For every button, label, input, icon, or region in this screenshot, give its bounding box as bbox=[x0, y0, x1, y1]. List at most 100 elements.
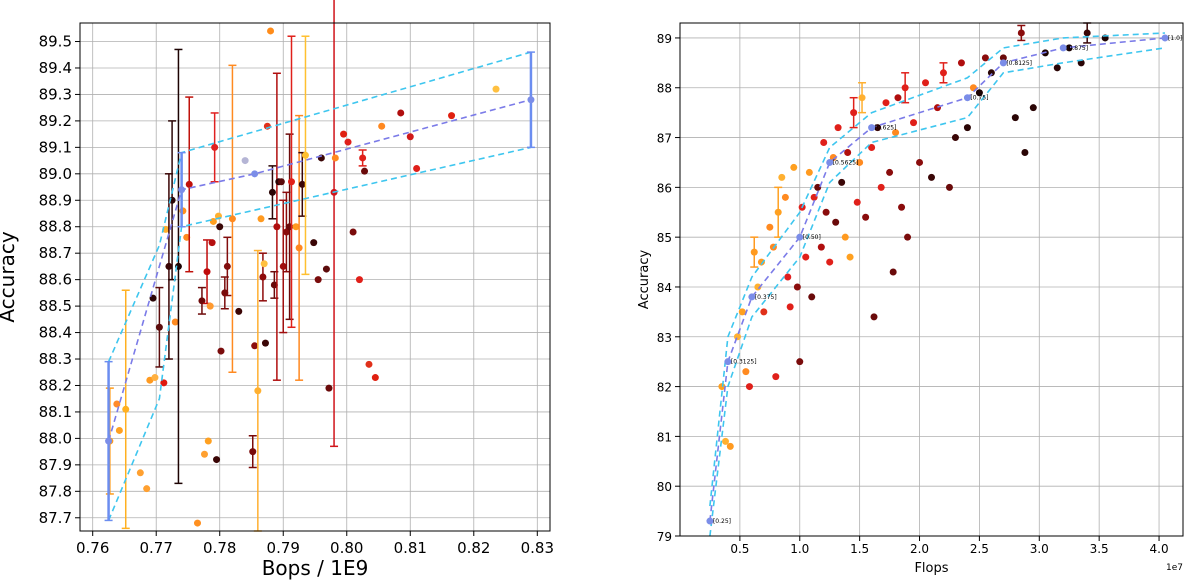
data-point bbox=[745, 383, 753, 391]
data-point bbox=[928, 173, 935, 181]
front-point bbox=[178, 186, 186, 194]
data-point bbox=[165, 262, 173, 270]
data-point bbox=[754, 283, 762, 291]
data-point bbox=[241, 157, 249, 165]
data-point bbox=[898, 203, 906, 211]
data-point bbox=[295, 244, 303, 252]
front-point-label: [0.50] bbox=[803, 234, 821, 241]
y-tick-label: 88.7 bbox=[39, 244, 72, 262]
data-point bbox=[223, 262, 231, 270]
data-point bbox=[1053, 64, 1061, 72]
y-tick-label: 88.2 bbox=[39, 376, 72, 394]
plot-frame bbox=[79, 22, 551, 532]
front-point-label: [0.5625] bbox=[833, 159, 859, 166]
data-point bbox=[228, 215, 236, 223]
data-point bbox=[999, 54, 1007, 62]
data-point bbox=[322, 265, 330, 273]
y-tick-label: 87.8 bbox=[39, 482, 72, 500]
y-tick-label: 89.2 bbox=[39, 112, 72, 130]
data-point bbox=[406, 133, 414, 141]
front-point bbox=[796, 233, 804, 241]
x-tick-label: 0.77 bbox=[140, 539, 173, 557]
right-scatter-plot: 0.5 1.0 1.5 2.0 2.5 3.0 3.5 4.0 79 80 81 82 83 84 85 86… bbox=[637, 22, 1184, 576]
data-point bbox=[198, 297, 206, 305]
data-point bbox=[171, 318, 179, 326]
data-point bbox=[892, 129, 900, 137]
y-tick-label: 86 bbox=[657, 181, 672, 195]
data-point bbox=[270, 281, 278, 289]
y-tick-label: 82 bbox=[657, 381, 672, 395]
x-tick-label: 0.82 bbox=[457, 539, 490, 557]
data-point bbox=[378, 122, 386, 130]
front-upper-line bbox=[107, 51, 532, 363]
front-point-label: [0.3125] bbox=[731, 359, 757, 366]
front-point bbox=[748, 293, 756, 301]
plot-frame bbox=[679, 22, 1184, 537]
data-point bbox=[288, 178, 295, 186]
y-tick-label: 88.3 bbox=[39, 350, 72, 368]
data-point bbox=[448, 112, 456, 120]
y-tick-label: 83 bbox=[657, 331, 672, 345]
data-point bbox=[260, 260, 268, 268]
data-point bbox=[774, 208, 782, 216]
data-point bbox=[200, 450, 208, 458]
front-lower-line bbox=[107, 146, 532, 521]
data-point bbox=[1021, 148, 1029, 156]
data-point bbox=[259, 273, 267, 281]
front-mean-line bbox=[709, 37, 1166, 522]
data-point bbox=[314, 276, 322, 284]
data-point bbox=[817, 243, 825, 251]
data-point bbox=[858, 94, 866, 102]
y-tick-label: 89.5 bbox=[39, 33, 72, 51]
data-point bbox=[975, 89, 983, 97]
data-point bbox=[1083, 29, 1091, 37]
data-point bbox=[793, 283, 801, 291]
data-point bbox=[841, 233, 849, 241]
data-point bbox=[790, 163, 798, 171]
data-point bbox=[853, 198, 861, 206]
x-tick-label: 2.0 bbox=[910, 542, 929, 556]
front-upper-line bbox=[709, 32, 1166, 507]
x-tick-label: 0.79 bbox=[267, 539, 300, 557]
data-point bbox=[325, 384, 333, 392]
data-point bbox=[211, 143, 219, 151]
front-point-label: [0.625] bbox=[875, 125, 897, 132]
data-point bbox=[143, 485, 151, 493]
x-axis-label: Flops bbox=[914, 561, 948, 576]
x-tick-label: 0.78 bbox=[203, 539, 236, 557]
data-point bbox=[838, 178, 846, 186]
x-tick-label: 0.76 bbox=[76, 539, 109, 557]
data-point bbox=[786, 303, 794, 311]
front-point-label: [0.875] bbox=[1066, 45, 1088, 52]
data-point bbox=[206, 302, 214, 310]
x-tick-label: 0.5 bbox=[730, 542, 749, 556]
data-point bbox=[359, 154, 367, 162]
x-tick-label: 1.0 bbox=[790, 542, 809, 556]
data-point bbox=[796, 358, 804, 366]
data-point bbox=[733, 333, 741, 341]
data-point bbox=[844, 148, 852, 156]
y-tick-label: 79 bbox=[657, 530, 672, 544]
y-tick-label: 88 bbox=[657, 82, 672, 96]
data-point bbox=[301, 151, 309, 159]
front-point bbox=[963, 94, 971, 102]
data-point bbox=[122, 405, 130, 413]
y-tick-label: 88.4 bbox=[39, 324, 72, 342]
y-tick-label: 85 bbox=[657, 231, 672, 245]
y-tick-label: 87.7 bbox=[39, 509, 72, 527]
data-point bbox=[760, 308, 768, 316]
y-tick-label: 81 bbox=[657, 430, 672, 444]
x-tick-label: 0.83 bbox=[521, 539, 554, 557]
data-point bbox=[808, 293, 816, 301]
data-point bbox=[772, 373, 780, 381]
data-point bbox=[310, 239, 318, 247]
y-axis-label: Accuracy bbox=[0, 231, 19, 322]
front-point-label: [0.8125] bbox=[1006, 60, 1032, 67]
data-point bbox=[750, 248, 758, 256]
data-point bbox=[344, 138, 352, 146]
data-point bbox=[1011, 114, 1019, 122]
data-point bbox=[221, 289, 229, 297]
data-point bbox=[151, 374, 159, 382]
front-point bbox=[105, 437, 113, 445]
